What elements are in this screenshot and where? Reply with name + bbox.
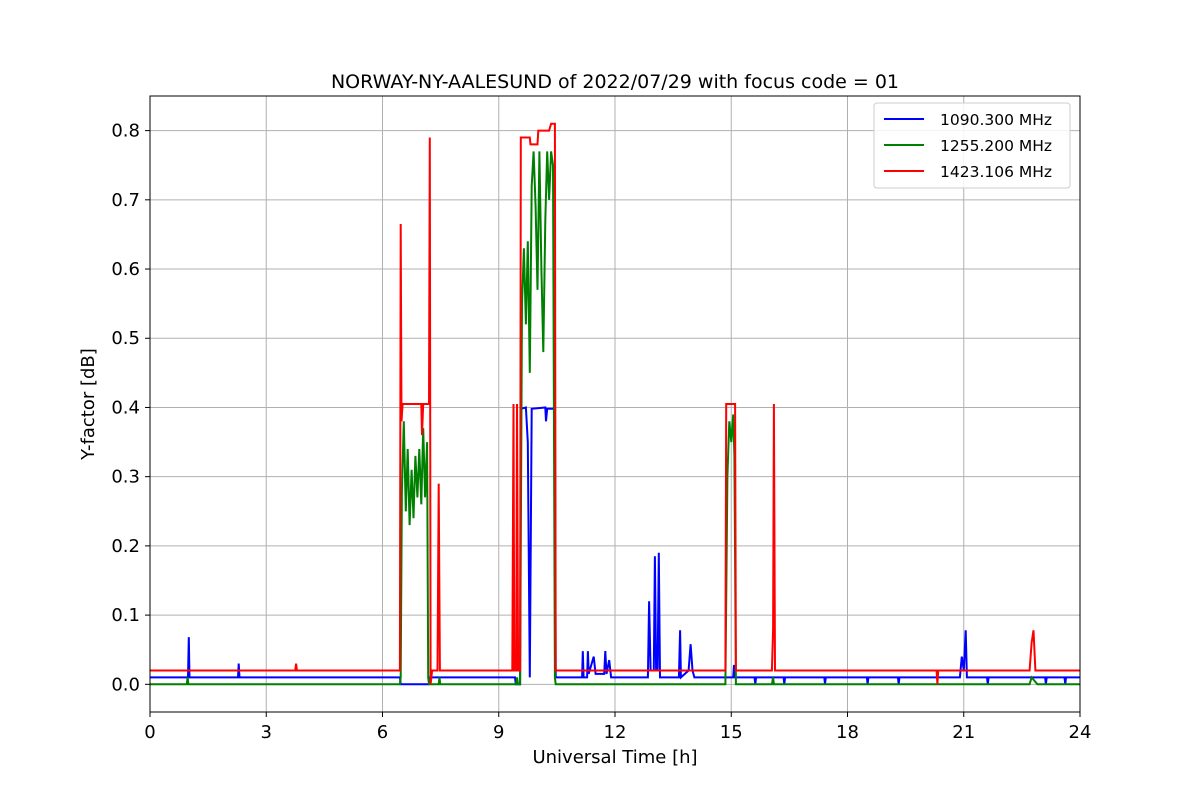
y-tick-label: 0.2 [111,536,140,557]
y-tick-label: 0.5 [111,328,140,349]
legend: 1090.300 MHz 1255.200 MHz 1423.106 MHz [873,102,1071,189]
y-tick-label: 0.3 [111,467,140,488]
legend-label-1: 1090.300 MHz [940,111,1052,129]
y-tick-label: 0.0 [111,674,140,695]
x-tick-label: 12 [604,722,627,743]
x-tick-label: 3 [261,722,272,743]
axis-ticks: 0 3 6 9 12 15 18 21 24 0.0 0.1 0.2 0.3 0.4 0.5 0.6 0.7 0.… [111,121,1091,743]
x-tick-label: 0 [144,722,155,743]
legend-label-2: 1255.200 MHz [940,137,1052,155]
y-tick-label: 0.4 [111,397,140,418]
x-tick-label: 24 [1069,722,1092,743]
legend-label-3: 1423.106 MHz [940,163,1052,181]
y-tick-label: 0.6 [111,259,140,280]
x-tick-label: 18 [836,722,859,743]
x-tick-label: 9 [493,722,504,743]
y-tick-label: 0.1 [111,605,140,626]
y-tick-label: 0.7 [111,190,140,211]
y-axis-label: Y-factor [dB] [78,348,99,461]
series-line-2 [150,151,1080,686]
y-tick-label: 0.8 [111,121,140,142]
chart-title: NORWAY-NY-AALESUND of 2022/07/29 with fo… [331,71,899,93]
x-axis-label: Universal Time [h] [532,747,697,768]
x-tick-label: 21 [952,722,975,743]
x-tick-label: 6 [377,722,388,743]
legend-box [873,102,1071,189]
plot-area [150,122,1080,686]
x-tick-label: 15 [720,722,743,743]
series-line-3 [150,122,1080,685]
